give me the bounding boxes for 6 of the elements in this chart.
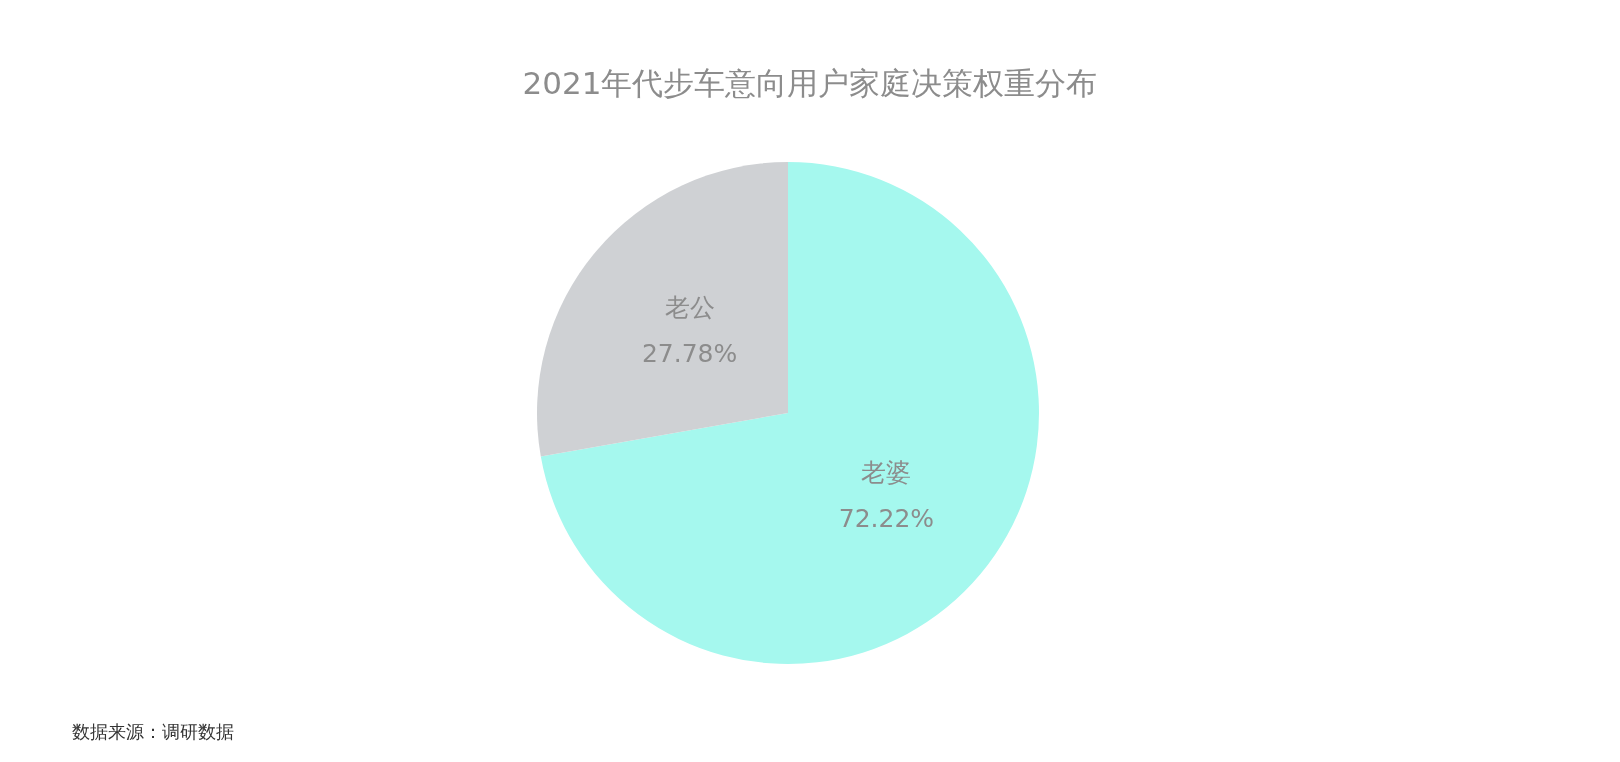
chart-title: 2021年代步车意向用户家庭决策权重分布: [522, 64, 1098, 101]
slice-label: 老公: [664, 292, 715, 322]
data-label: 72.22%: [838, 504, 935, 534]
data-label: 27.78%: [641, 338, 738, 368]
slice-label: 老婆: [861, 458, 912, 488]
source-note: 数据来源：调研数据: [72, 720, 234, 742]
